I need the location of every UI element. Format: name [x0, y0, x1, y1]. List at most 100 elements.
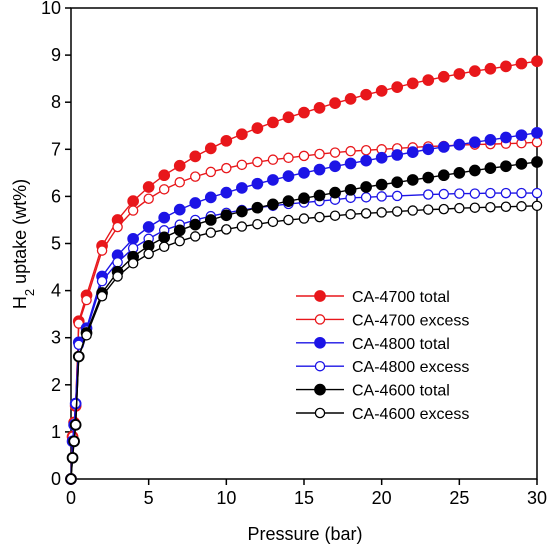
data-point: [220, 134, 233, 147]
data-point: [158, 184, 170, 195]
data-point: [422, 171, 435, 184]
data-point: [454, 202, 465, 214]
data-point: [205, 227, 217, 238]
data-point: [391, 190, 403, 202]
data-point: [70, 398, 81, 409]
data-point: [423, 204, 434, 215]
data-point: [142, 221, 155, 233]
y-tick-label: 4: [51, 281, 61, 301]
data-point: [422, 143, 435, 156]
data-point: [127, 258, 139, 269]
data-point: [469, 65, 481, 77]
data-point: [96, 291, 108, 302]
data-point: [73, 351, 85, 362]
data-point: [500, 60, 512, 73]
data-point: [267, 154, 279, 165]
data-point: [453, 68, 466, 80]
data-point: [112, 257, 123, 268]
data-point: [360, 208, 372, 219]
data-point: [314, 148, 325, 160]
data-point: [437, 70, 450, 83]
y-tick-label: 5: [51, 234, 61, 254]
x-tick-label: 5: [144, 488, 154, 508]
y-axis-title-subscript: 2: [22, 289, 37, 296]
data-point: [236, 128, 248, 141]
legend-item: CA-4600 total: [296, 383, 450, 400]
data-point: [329, 147, 341, 158]
data-point: [158, 169, 171, 182]
data-point: [313, 189, 326, 202]
data-point: [267, 174, 279, 186]
data-point: [190, 231, 201, 242]
legend: CA-4700 total CA-4700 excess CA-4800 total…: [296, 289, 469, 423]
data-point: [453, 167, 466, 179]
data-point: [127, 205, 139, 216]
y-tick-label: 6: [51, 186, 61, 206]
data-point: [469, 202, 481, 213]
data-point: [360, 154, 372, 167]
data-point: [407, 205, 418, 216]
y-tick-label: 10: [41, 0, 61, 18]
legend-item: CA-4700 total: [296, 289, 450, 306]
data-point: [189, 150, 202, 163]
data-point: [173, 203, 186, 216]
data-point: [453, 138, 466, 151]
data-point: [251, 122, 264, 134]
data-point: [375, 85, 388, 97]
data-point: [375, 151, 388, 164]
data-point: [204, 191, 217, 204]
x-tick-label: 10: [216, 488, 236, 508]
data-point: [282, 195, 295, 207]
legend-label: CA-4600 excess: [352, 406, 469, 423]
data-point: [252, 218, 263, 230]
x-tick-label: 20: [372, 488, 392, 508]
data-point: [251, 177, 264, 190]
y-tick-label: 3: [51, 328, 61, 348]
data-point: [189, 218, 202, 231]
data-point: [190, 171, 201, 182]
legend-label: CA-4700 excess: [352, 312, 469, 329]
legend-marker: [314, 383, 326, 396]
data-point: [516, 201, 527, 212]
data-point: [484, 62, 497, 75]
y-tick-label: 8: [51, 92, 61, 112]
x-axis: 0 5 10 15 20 25 30: [66, 479, 547, 508]
data-point: [205, 166, 217, 178]
data-point: [204, 214, 217, 226]
y-tick-label: 9: [51, 45, 61, 65]
data-point: [236, 205, 248, 218]
data-point: [314, 211, 325, 223]
y-tick-label: 7: [51, 139, 61, 159]
data-point: [531, 126, 543, 139]
data-point: [313, 102, 326, 114]
data-point: [298, 213, 310, 224]
data-point: [298, 167, 310, 179]
data-point: [267, 216, 279, 228]
data-point: [236, 182, 248, 194]
data-point: [81, 330, 92, 341]
data-point: [375, 178, 388, 191]
data-point: [251, 201, 264, 214]
legend-marker: [314, 360, 326, 372]
data-point: [515, 129, 528, 142]
data-point: [344, 183, 357, 196]
data-point: [391, 81, 404, 93]
data-point: [174, 177, 185, 188]
data-point: [376, 207, 387, 218]
data-point: [68, 436, 80, 447]
legend-marker: [314, 407, 326, 419]
legend-marker: [314, 290, 326, 302]
x-tick-label: 0: [66, 488, 76, 508]
data-point: [65, 473, 77, 485]
legend-item: CA-4800 excess: [296, 359, 469, 376]
data-point: [221, 224, 232, 235]
legend-item: CA-4800 total: [296, 336, 450, 353]
data-point: [283, 152, 294, 164]
data-point: [469, 188, 481, 199]
legend-label: CA-4800 total: [352, 336, 450, 353]
data-point: [158, 211, 171, 224]
data-point: [283, 214, 294, 226]
data-point: [391, 149, 404, 161]
data-point: [220, 209, 233, 222]
legend-item: CA-4700 excess: [296, 312, 469, 329]
